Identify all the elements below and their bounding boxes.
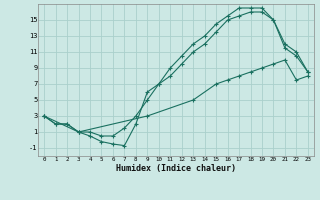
X-axis label: Humidex (Indice chaleur): Humidex (Indice chaleur) [116, 164, 236, 173]
